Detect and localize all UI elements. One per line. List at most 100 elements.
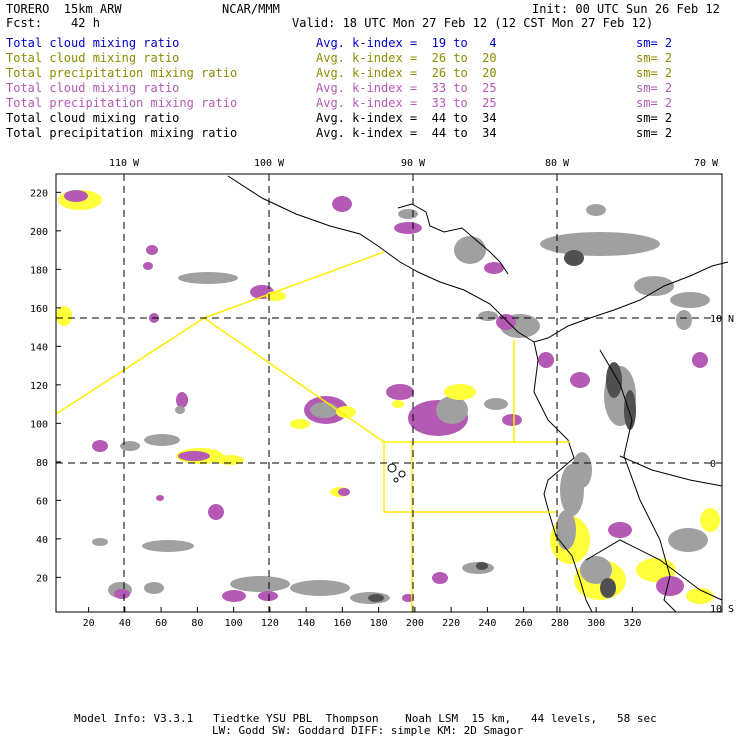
cloud-area: [600, 578, 616, 598]
x-tick-label: 140: [297, 618, 315, 629]
cloud-area: [556, 510, 576, 550]
cloud-area: [398, 209, 418, 219]
cloud-area: [436, 396, 468, 424]
x-tick-label: 280: [551, 618, 569, 629]
longitude-label: 80 W: [545, 158, 570, 169]
x-tick-label: 80: [191, 618, 203, 629]
coastline-caribbean: [397, 203, 509, 275]
organization: NCAR/MMM: [222, 2, 280, 16]
cloud-area-mid: [608, 522, 632, 538]
x-tick-label: 180: [370, 618, 388, 629]
legend-smoothing: sm= 2: [636, 66, 673, 80]
x-tick-label: 200: [406, 618, 424, 629]
cloud-area: [676, 310, 692, 330]
x-tick-label: 120: [261, 618, 279, 629]
cloud-area-mid: [178, 451, 210, 461]
legend-field-name: Total precipitation mixing ratio: [6, 126, 238, 140]
x-tick-label: 100: [225, 618, 243, 629]
y-tick-label: 160: [30, 304, 48, 315]
x-tick-label: 320: [623, 618, 641, 629]
y-tick-label: 200: [30, 227, 48, 238]
cloud-area: [668, 528, 708, 552]
cloud-area: [142, 540, 194, 552]
cloud-area-mid: [538, 352, 554, 368]
cloud-area-mid: [402, 594, 414, 602]
galapagos-island: [393, 477, 399, 483]
model-info-line1: Model Info: V3.3.1 Tiedtke YSU PBL Thomp…: [74, 712, 657, 725]
longitude-label: 110 W: [109, 158, 140, 169]
x-tick-label: 60: [155, 618, 167, 629]
longitude-label: 100 W: [254, 158, 285, 169]
border-south: [585, 539, 723, 601]
precip-area: [686, 588, 714, 604]
longitude-label: 90 W: [401, 158, 426, 169]
legend-field-name: Total precipitation mixing ratio: [6, 96, 238, 110]
legend-kindex: Avg. k-index = 33 to 25: [316, 96, 497, 110]
x-tick-label: 40: [119, 618, 131, 629]
model-name: TORERO 15km ARW: [6, 2, 122, 16]
cloud-area: [144, 434, 180, 446]
x-tick-label: 260: [515, 618, 533, 629]
border-interior: [619, 455, 723, 487]
precip-area: [56, 306, 72, 326]
galapagos-island: [387, 463, 397, 473]
latitude-label: 10 S: [710, 604, 734, 615]
cloud-area-mid: [143, 262, 153, 270]
coastlines: [227, 175, 729, 613]
cloud-area-mid: [146, 245, 158, 255]
cloud-area: [368, 594, 384, 602]
x-tick-label: 20: [83, 618, 95, 629]
cloud-fields: [56, 190, 720, 604]
precip-area: [444, 384, 476, 400]
cloud-area: [230, 576, 290, 592]
legend-field-name: Total precipitation mixing ratio: [6, 66, 238, 80]
cloud-area: [670, 292, 710, 308]
cloud-area-mid: [338, 488, 350, 496]
coastline-mexico: [227, 175, 729, 343]
cloud-area: [586, 204, 606, 216]
legend-kindex: Avg. k-index = 33 to 25: [316, 81, 497, 95]
x-tick-label: 160: [333, 618, 351, 629]
cloud-area: [290, 580, 350, 596]
legend-smoothing: sm= 2: [636, 126, 673, 140]
valid-time: Valid: 18 UTC Mon 27 Feb 12 (12 CST Mon …: [292, 16, 654, 30]
legend-kindex: Avg. k-index = 44 to 34: [316, 111, 497, 125]
cloud-area: [144, 582, 164, 594]
legend-smoothing: sm= 2: [636, 81, 673, 95]
domain-outline-inner: [383, 442, 556, 513]
cloud-area-mid: [208, 504, 224, 520]
cloud-area-mid: [692, 352, 708, 368]
init-time: Init: 00 UTC Sun 26 Feb 12: [532, 2, 720, 16]
cloud-area-mid: [64, 190, 88, 202]
border-andes: [599, 349, 677, 613]
cloud-area: [484, 398, 508, 410]
cloud-area: [454, 236, 486, 264]
cloud-area: [178, 272, 238, 284]
cloud-area-mid: [502, 414, 522, 426]
cloud-area: [564, 250, 584, 266]
map-frame: [55, 173, 723, 613]
legend-smoothing: sm= 2: [636, 111, 673, 125]
domain-outline-large: [55, 251, 570, 443]
cloud-area-mid: [656, 576, 684, 596]
nested-domain-outlines: [55, 251, 570, 612]
galapagos-island: [398, 470, 406, 478]
longitude-label: 70 W: [694, 158, 719, 169]
cloud-area-mid: [570, 372, 590, 388]
legend-kindex: Avg. k-index = 19 to 4: [316, 36, 497, 50]
cloud-area: [478, 311, 498, 321]
legend-field-name: Total cloud mixing ratio: [6, 36, 180, 50]
axis-ticks: [56, 191, 633, 612]
y-tick-label: 180: [30, 265, 48, 276]
legend-kindex: Avg. k-index = 44 to 34: [316, 126, 497, 140]
cloud-area-mid: [258, 591, 278, 601]
precip-area: [700, 508, 720, 532]
cloud-area: [606, 362, 622, 398]
precip-area: [336, 406, 356, 418]
cloud-area-mid: [92, 440, 108, 452]
cloud-area: [476, 562, 488, 570]
cloud-area: [624, 390, 636, 430]
cloud-area: [92, 538, 108, 546]
cloud-area-mid: [114, 589, 130, 599]
